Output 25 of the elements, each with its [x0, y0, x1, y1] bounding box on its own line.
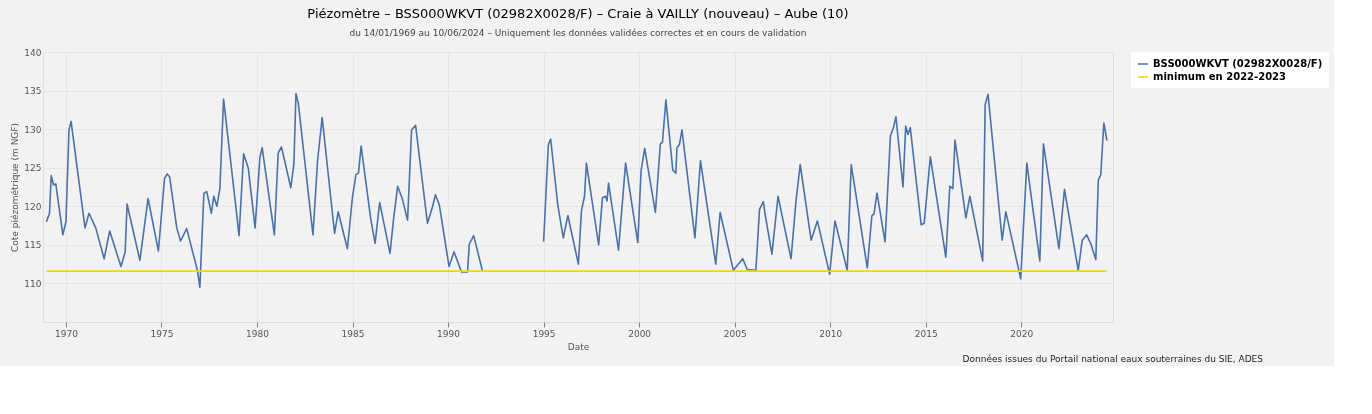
x-tick-label: 1995: [532, 328, 556, 339]
chart-subtitle: du 14/01/1969 au 10/06/2024 – Uniquement les données validées correctes et en cours de validation: [349, 28, 807, 38]
legend-label: minimum en 2022-2023: [1153, 71, 1287, 82]
x-tick-label: 2005: [723, 328, 747, 339]
y-tick-label: 115: [24, 240, 42, 251]
chart-title: Piézomètre – BSS000WKVT (02982X0028/F) – Craie à VAILLY (nouveau) – Aube (10): [307, 6, 849, 21]
x-tick-label: 1975: [150, 328, 174, 339]
legend-label: BSS000WKVT (02982X0028/F): [1153, 58, 1323, 69]
x-tick-label: 2015: [914, 328, 938, 339]
x-tick-label: 2020: [1010, 328, 1034, 339]
y-axis-title: Cote piézométrique (m NGF): [10, 122, 21, 253]
y-tick-label: 130: [24, 124, 42, 135]
y-tick-label: 125: [24, 163, 42, 174]
x-tick-label: 2000: [628, 328, 652, 339]
y-tick-label: 110: [24, 278, 42, 289]
text: Données issues du Portail national eaux souterraines du SIE, ADES: [962, 354, 1264, 364]
y-tick-label: 140: [24, 47, 42, 58]
x-tick-label: 1985: [341, 328, 365, 339]
x-tick-label: 1980: [246, 328, 270, 339]
x-axis-title: Date: [567, 341, 590, 352]
x-tick-label: 2010: [819, 328, 843, 339]
y-tick-label: 120: [24, 201, 42, 212]
x-tick-label: 1970: [54, 328, 79, 339]
x-tick-label: 1990: [437, 328, 461, 339]
y-tick-label: 135: [24, 86, 42, 97]
